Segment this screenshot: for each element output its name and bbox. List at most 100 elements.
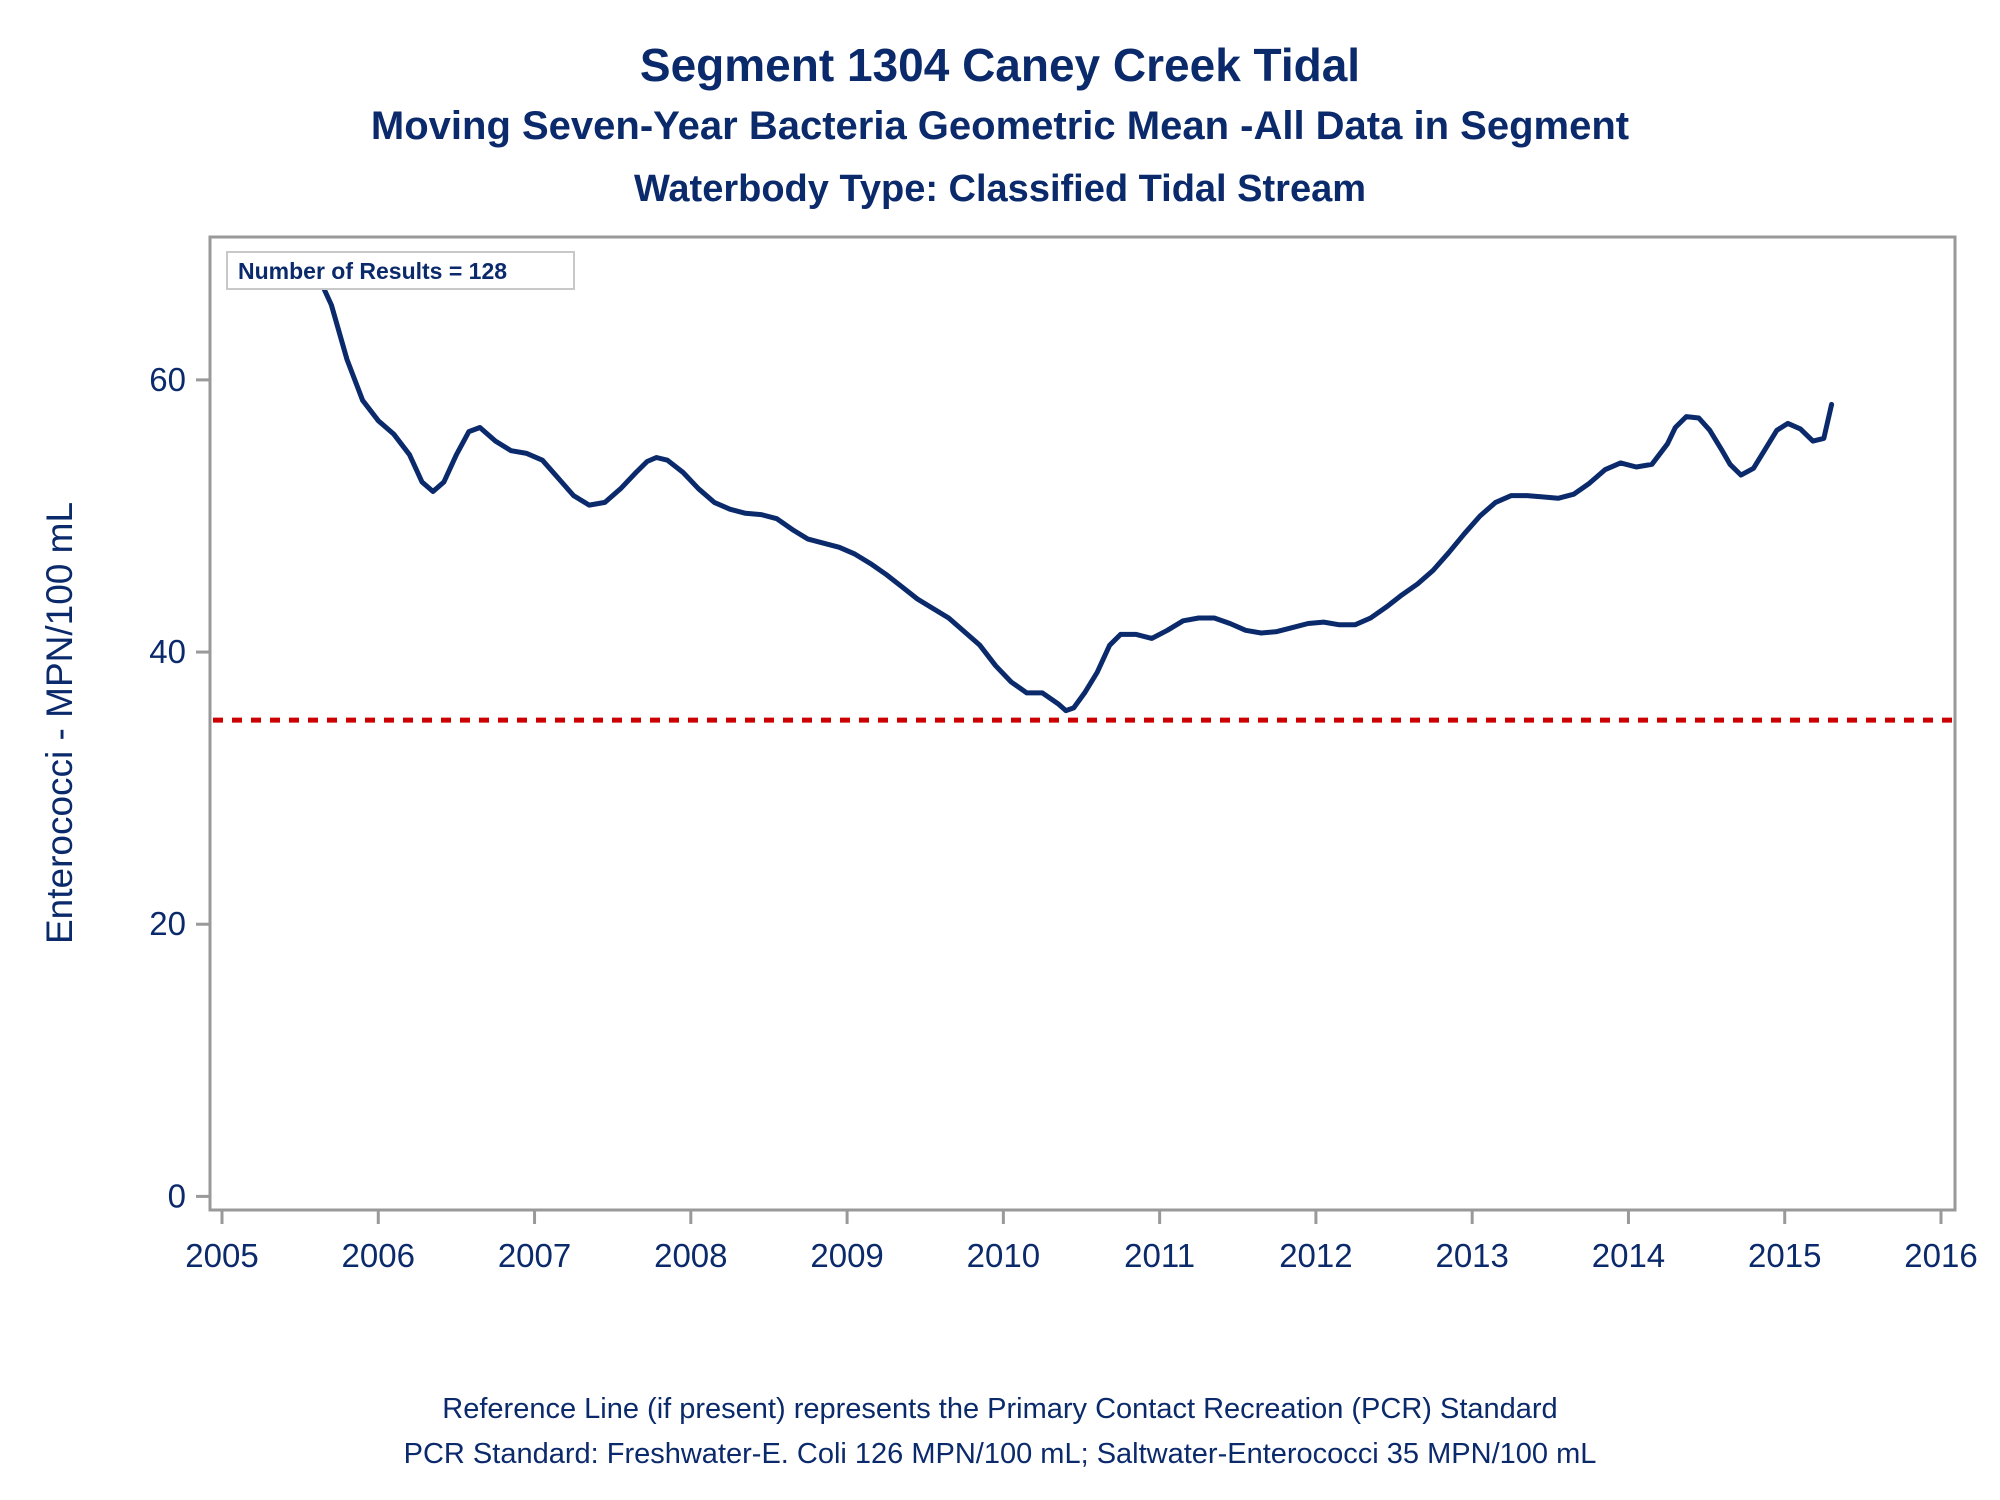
data-point: [1107, 643, 1112, 648]
data-point: [1399, 592, 1404, 597]
data-point: [1739, 473, 1744, 478]
data-point: [696, 486, 701, 491]
y-axis-label: Enterococci - MPN/100 mL: [39, 502, 80, 944]
data-point: [1649, 462, 1654, 467]
y-tick-label: 20: [149, 905, 186, 942]
data-point: [1524, 493, 1529, 498]
data-point: [1751, 466, 1756, 471]
data-point: [712, 500, 717, 505]
plot-area-frame: [208, 235, 1957, 1212]
data-point: [1829, 402, 1834, 407]
data-point: [1720, 448, 1725, 453]
data-point: [1603, 467, 1608, 472]
data-point: [1368, 616, 1373, 621]
data-point: [524, 451, 529, 456]
x-tick-label: 2014: [1592, 1237, 1665, 1274]
data-point: [1798, 426, 1803, 431]
x-tick-label: 2009: [810, 1237, 883, 1274]
data-point: [1618, 460, 1623, 465]
x-tick-label: 2008: [654, 1237, 727, 1274]
data-point: [1165, 628, 1170, 633]
data-point: [407, 452, 412, 457]
data-point: [540, 458, 545, 463]
data-point: [1478, 514, 1483, 519]
data-point: [884, 572, 889, 577]
data-point: [1063, 708, 1068, 713]
data-point: [743, 511, 748, 516]
data-point: [1071, 705, 1076, 710]
data-point: [634, 470, 639, 475]
x-axis: 2005 2006 2007 2008 2009 2010 2011 2012 2013 2014…: [185, 1210, 1978, 1274]
data-point: [899, 584, 904, 589]
data-point: [587, 503, 592, 508]
x-tick-label: 2005: [185, 1237, 258, 1274]
data-point: [946, 616, 951, 621]
annotation-text: Number of Results = 128: [238, 258, 507, 284]
footnote-pcr-standard: PCR Standard: Freshwater-E. Coli 126 MPN…: [403, 1438, 1597, 1470]
data-point: [1665, 441, 1670, 446]
chart-subtitle-waterbody: Waterbody Type: Classified Tidal Stream: [633, 168, 1367, 210]
data-point: [977, 643, 982, 648]
data-point: [1337, 622, 1342, 627]
annotation-box: [226, 251, 575, 290]
chart-subtitle: Moving Seven-Year Bacteria Geometric Mea…: [370, 104, 1630, 148]
y-axis: 0 20 40 60: [149, 361, 210, 1214]
series-points: [301, 255, 1834, 713]
data-point: [1774, 428, 1779, 433]
data-point: [1181, 618, 1186, 623]
data-point: [681, 470, 686, 475]
data-point: [821, 541, 826, 546]
data-point: [1118, 632, 1123, 637]
data-point: [1571, 492, 1576, 497]
x-tick-label: 2016: [1904, 1237, 1977, 1274]
data-point: [1556, 496, 1561, 501]
data-point: [1821, 436, 1826, 441]
data-point: [360, 398, 365, 403]
data-point: [493, 439, 498, 444]
data-point: [1462, 531, 1467, 536]
result-count-annotation: Number of Results = 128: [226, 251, 575, 290]
data-point: [431, 489, 436, 494]
data-point: [774, 516, 779, 521]
data-point: [1684, 414, 1689, 419]
data-point: [1212, 616, 1217, 621]
data-point: [1274, 629, 1279, 634]
data-point: [1040, 690, 1045, 695]
x-tick-label: 2006: [342, 1237, 415, 1274]
data-point: [1134, 632, 1139, 637]
footnote-reference-line: Reference Line (if present) represents t…: [442, 1393, 1558, 1425]
data-point: [1024, 690, 1029, 695]
x-tick-label: 2015: [1748, 1237, 1821, 1274]
data-point: [1493, 500, 1498, 505]
data-point: [556, 475, 561, 480]
data-point: [1149, 636, 1154, 641]
data-point: [391, 432, 396, 437]
data-point: [654, 455, 659, 460]
data-point: [466, 429, 471, 434]
data-point: [329, 303, 334, 308]
data-point: [759, 512, 764, 517]
data-point: [665, 458, 670, 463]
y-tick-label: 40: [149, 633, 186, 670]
data-point: [1707, 428, 1712, 433]
data-point: [837, 545, 842, 550]
data-point: [1785, 421, 1790, 426]
data-point: [1095, 670, 1100, 675]
x-tick-label: 2007: [498, 1237, 571, 1274]
data-point: [441, 480, 446, 485]
data-point: [806, 537, 811, 542]
data-point: [1673, 425, 1678, 430]
data-point: [1764, 445, 1769, 450]
data-point: [1259, 631, 1264, 636]
data-point: [345, 357, 350, 362]
data-point: [1384, 605, 1389, 610]
data-point: [931, 606, 936, 611]
data-point: [1009, 680, 1014, 685]
data-point: [852, 552, 857, 557]
y-tick-label: 60: [149, 361, 186, 398]
y-tick-label: 0: [168, 1177, 186, 1214]
data-point: [868, 561, 873, 566]
x-tick-label: 2010: [967, 1237, 1040, 1274]
data-point: [1810, 439, 1815, 444]
